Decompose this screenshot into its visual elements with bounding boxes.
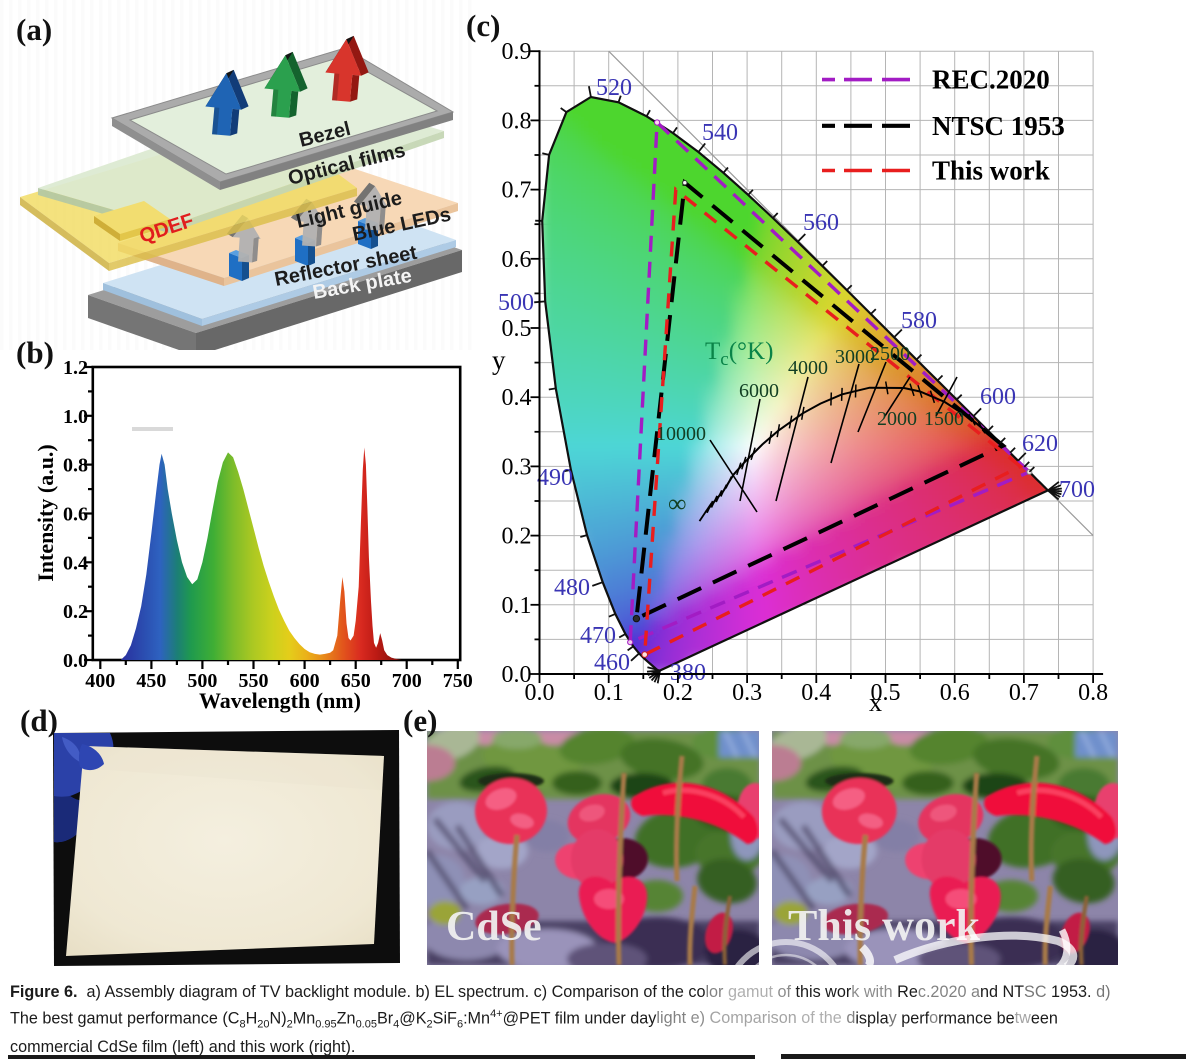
svg-text:0.6: 0.6 <box>940 680 970 706</box>
svg-text:600: 600 <box>980 384 1016 410</box>
svg-text:0.5: 0.5 <box>871 680 901 706</box>
svg-text:450: 450 <box>136 670 166 692</box>
svg-text:0.2: 0.2 <box>663 680 693 706</box>
svg-text:0.9: 0.9 <box>502 39 532 65</box>
svg-text:6000: 6000 <box>739 380 779 402</box>
svg-text:0.3: 0.3 <box>732 680 762 706</box>
svg-text:550: 550 <box>239 670 269 692</box>
svg-text:Wavelength (nm): Wavelength (nm) <box>199 688 361 713</box>
svg-text:0.8: 0.8 <box>1078 680 1108 706</box>
svg-text:This work: This work <box>932 156 1050 186</box>
svg-text:500: 500 <box>187 670 217 692</box>
svg-text:∞: ∞ <box>668 489 687 518</box>
svg-text:600: 600 <box>290 670 320 692</box>
svg-text:700: 700 <box>392 670 422 692</box>
svg-text:540: 540 <box>702 120 738 146</box>
svg-text:0.4: 0.4 <box>801 680 831 706</box>
svg-text:0.4: 0.4 <box>63 552 88 574</box>
svg-text:0.1: 0.1 <box>502 593 532 619</box>
svg-text:480: 480 <box>554 575 590 601</box>
svg-text:0.0: 0.0 <box>63 650 88 672</box>
svg-text:4000: 4000 <box>788 357 828 379</box>
svg-text:CdSe: CdSe <box>446 904 542 950</box>
svg-text:Intensity (a.u.): Intensity (a.u.) <box>33 444 58 582</box>
svg-text:560: 560 <box>803 210 839 236</box>
svg-text:460: 460 <box>594 650 630 676</box>
svg-text:700: 700 <box>1059 477 1095 503</box>
svg-text:650: 650 <box>341 670 371 692</box>
svg-text:10000: 10000 <box>656 423 706 445</box>
svg-text:1.2: 1.2 <box>63 357 88 379</box>
svg-text:0.6: 0.6 <box>63 504 88 526</box>
svg-text:0.1: 0.1 <box>594 680 624 706</box>
svg-text:0.6: 0.6 <box>502 247 532 273</box>
svg-text:0.8: 0.8 <box>63 455 88 477</box>
svg-text:0.7: 0.7 <box>1009 680 1039 706</box>
svg-text:0.7: 0.7 <box>502 178 532 204</box>
svg-text:0.2: 0.2 <box>502 524 532 550</box>
svg-text:400: 400 <box>85 670 115 692</box>
svg-text:0.3: 0.3 <box>502 454 532 480</box>
svg-text:470: 470 <box>580 623 616 649</box>
svg-text:3000: 3000 <box>835 346 875 368</box>
svg-text:490: 490 <box>537 465 573 491</box>
svg-text:520: 520 <box>596 75 632 101</box>
svg-text:580: 580 <box>901 308 937 334</box>
svg-text:750: 750 <box>443 670 473 692</box>
svg-text:y: y <box>492 345 506 375</box>
svg-text:2500: 2500 <box>870 343 910 365</box>
svg-text:0.2: 0.2 <box>63 601 88 623</box>
svg-text:Tc(°K): Tc(°K) <box>705 338 773 370</box>
svg-text:REC.2020: REC.2020 <box>932 65 1050 95</box>
svg-text:1.0: 1.0 <box>63 406 88 428</box>
svg-text:1500: 1500 <box>924 408 964 430</box>
svg-text:0.5: 0.5 <box>502 316 532 342</box>
svg-text:0.0: 0.0 <box>502 662 532 688</box>
svg-text:500: 500 <box>498 290 534 316</box>
svg-text:0.8: 0.8 <box>502 108 532 134</box>
svg-text:0.4: 0.4 <box>502 385 532 411</box>
svg-text:2000: 2000 <box>877 408 917 430</box>
svg-text:x: x <box>869 688 882 715</box>
svg-text:620: 620 <box>1022 431 1058 457</box>
svg-text:NTSC 1953: NTSC 1953 <box>932 111 1065 141</box>
svg-text:0.0: 0.0 <box>525 680 555 706</box>
